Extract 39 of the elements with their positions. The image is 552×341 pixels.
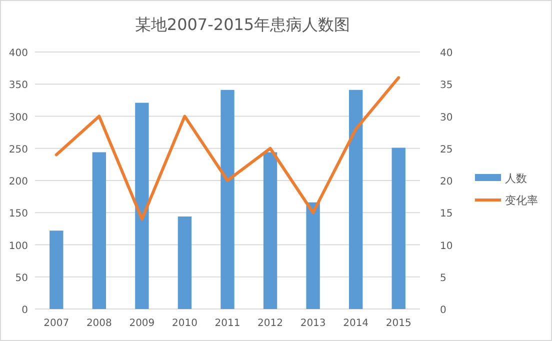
y2-tick-label: 40 <box>440 48 453 59</box>
y2-tick-label: 25 <box>440 144 453 156</box>
legend-label: 人数 <box>505 172 527 185</box>
x-tick-label: 2007 <box>44 318 70 329</box>
bar <box>50 230 64 309</box>
y-tick-label: 250 <box>8 144 28 156</box>
bar <box>178 216 192 309</box>
y-tick-label: 200 <box>8 176 28 188</box>
bar <box>263 152 278 309</box>
x-tick-label: 2010 <box>172 318 198 329</box>
y-tick-label: 0 <box>22 305 28 316</box>
y2-tick-label: 0 <box>440 305 446 316</box>
x-tick-label: 2015 <box>386 318 412 329</box>
legend-label: 变化率 <box>505 194 538 207</box>
bar <box>220 90 234 309</box>
bar <box>92 152 106 309</box>
y2-tick-label: 15 <box>440 208 453 220</box>
y2-tick-label: 20 <box>440 176 453 188</box>
x-tick-label: 2014 <box>343 318 369 329</box>
bar <box>392 148 406 309</box>
x-tick-label: 2008 <box>86 318 112 329</box>
bar <box>135 102 149 309</box>
y-tick-label: 150 <box>8 208 28 220</box>
bar <box>306 202 320 309</box>
y2-tick-label: 30 <box>440 112 453 124</box>
y-tick-label: 350 <box>8 80 28 92</box>
y2-tick-label: 35 <box>440 80 453 92</box>
x-tick-label: 2011 <box>214 318 240 329</box>
chart-title: 某地2007-2015年患病人数图 <box>134 15 350 34</box>
y-tick-label: 50 <box>15 272 28 284</box>
y2-tick-label: 5 <box>440 272 446 284</box>
y-tick-label: 100 <box>8 240 28 252</box>
x-tick-label: 2009 <box>129 318 155 329</box>
y2-tick-label: 10 <box>440 240 453 252</box>
x-tick-label: 2012 <box>258 318 284 329</box>
y-tick-label: 400 <box>8 48 28 59</box>
y-tick-label: 300 <box>8 112 28 124</box>
bar <box>348 90 363 309</box>
x-tick-label: 2013 <box>300 318 326 329</box>
